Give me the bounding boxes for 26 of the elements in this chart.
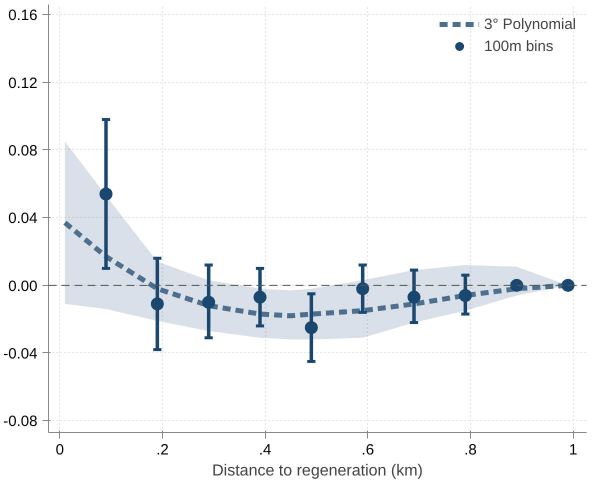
y-tick-label: 0.08 [8,142,38,160]
point [408,290,421,304]
x-axis-title: Distance to regeneration (km) [212,462,423,480]
point [99,187,112,200]
point [510,278,524,292]
point [150,297,164,310]
y-tick-label: 0.16 [8,7,38,24]
point [458,288,472,302]
x-tick-label: 0 [56,442,64,458]
y-tick-label: 0.04 [8,210,38,228]
x-tick-label: .8 [464,442,477,458]
point [202,296,216,309]
point [562,278,575,292]
x-tick-label: .6 [362,442,374,458]
x-tick-label: 1 [568,442,578,458]
point [254,290,267,304]
legend-label: 3° Polynomial [484,16,576,32]
legend-label: 100m bins [484,38,554,54]
y-tick-label: 0.00 [8,278,38,295]
y-tick-label: -0.08 [3,413,38,430]
y-tick-label: 0.12 [8,74,38,92]
point [356,282,370,296]
y-tick-label: -0.04 [3,345,38,362]
x-tick-label: .2 [156,442,169,458]
point [304,321,318,334]
x-tick-label: .4 [258,442,272,458]
